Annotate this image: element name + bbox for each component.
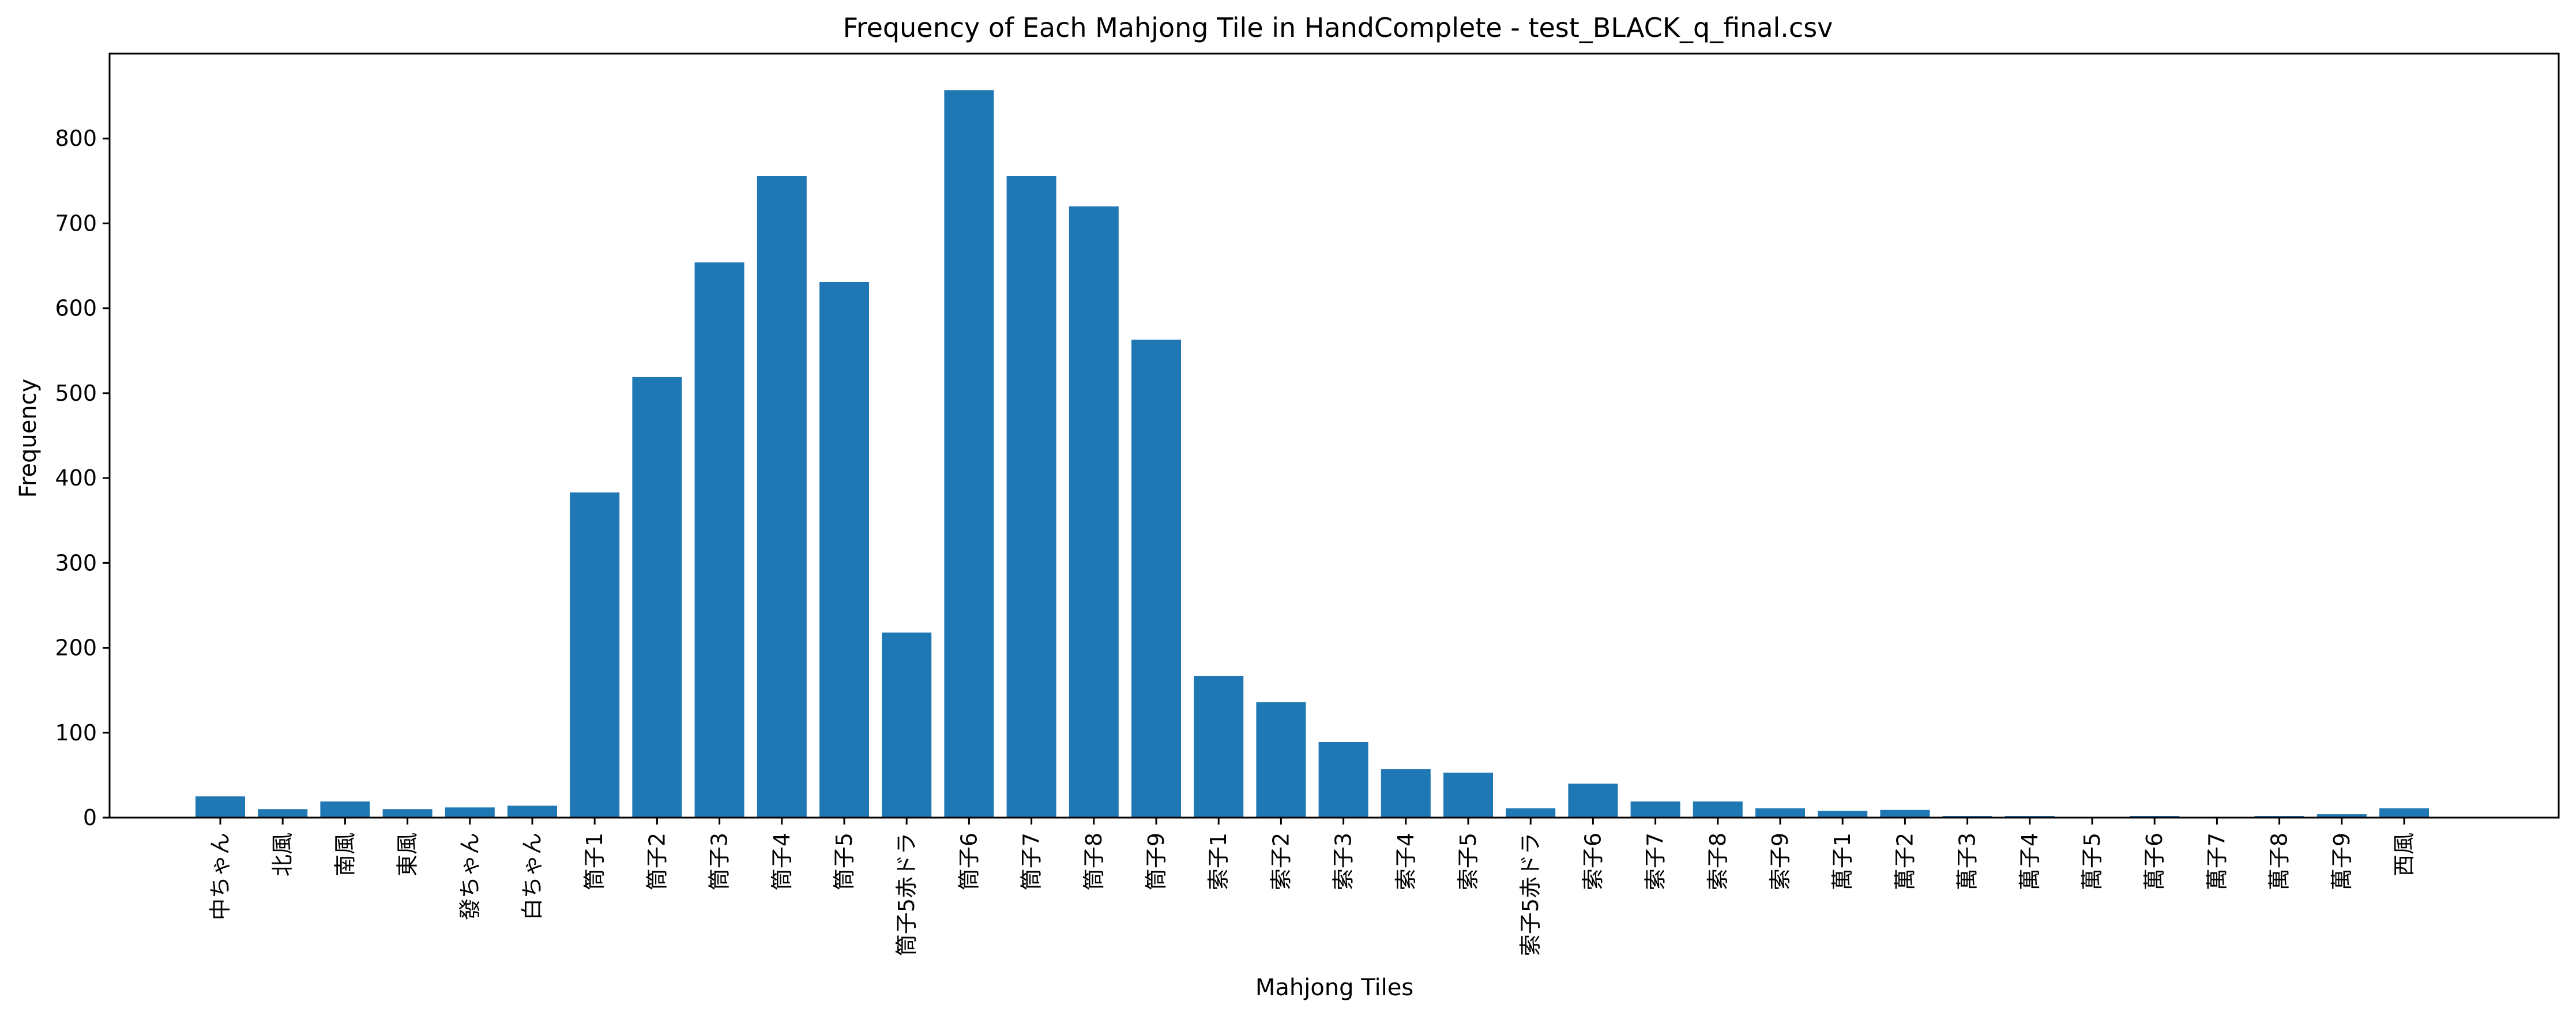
x-tick-label: 萬子3 — [1955, 833, 1980, 890]
x-tick-label: 筒子6 — [956, 833, 981, 890]
plot-frame — [108, 52, 2560, 819]
bars — [195, 90, 2429, 818]
x-tick-label: 索子7 — [1643, 833, 1668, 890]
bar — [570, 492, 620, 818]
x-tick-label: 東風 — [395, 833, 420, 876]
x-tick-label: 萬子8 — [2267, 833, 2292, 890]
bar — [757, 176, 807, 818]
x-tick-label: 萬子9 — [2329, 833, 2355, 890]
x-tick-label: 南風 — [332, 833, 358, 876]
x-tick-label: 筒子3 — [707, 833, 732, 890]
x-tick-label: 中ちゃん — [208, 833, 233, 920]
x-tick-label: 索子1 — [1206, 833, 1231, 890]
x-tick-label: 索子5赤ドラ — [1518, 833, 1543, 956]
bar — [1630, 801, 1680, 818]
bar — [1818, 811, 1868, 818]
x-tick-label: 索子6 — [1580, 833, 1605, 890]
y-tick-label: 500 — [55, 381, 97, 406]
bar — [445, 807, 495, 818]
y-tick-label: 700 — [55, 210, 97, 236]
y-axis-label: Frequency — [15, 379, 42, 498]
x-axis-label: Mahjong Tiles — [1255, 974, 1413, 1001]
bar — [944, 90, 994, 818]
bar — [1880, 810, 1930, 818]
y-tick-label: 400 — [55, 465, 97, 491]
bar — [1568, 784, 1618, 818]
x-tick-label: 萬子1 — [1830, 833, 1855, 890]
x-tick-label: 索子5 — [1456, 833, 1481, 890]
bar — [2379, 808, 2429, 818]
x-tick-label: 萬子4 — [2017, 833, 2043, 890]
x-tick-label: 索子8 — [1705, 833, 1731, 890]
bar — [1069, 206, 1119, 818]
bar — [320, 801, 370, 818]
bar — [1256, 702, 1306, 818]
x-tick-label: 發ちゃん — [457, 833, 483, 920]
x-tick-label: 萬子7 — [2204, 833, 2229, 890]
x-tick-label: 索子4 — [1393, 833, 1419, 890]
bar — [1006, 176, 1056, 818]
x-tick-label: 白ちゃん — [520, 833, 545, 920]
bar — [2316, 814, 2367, 818]
x-tick-label: 萬子6 — [2142, 833, 2167, 890]
x-tick-label: 筒子1 — [582, 833, 607, 890]
bar — [1506, 808, 1556, 818]
x-tick-label: 索子3 — [1331, 833, 1356, 890]
x-tick-label: 筒子5 — [832, 833, 857, 890]
x-tick-label: 筒子5赤ドラ — [894, 833, 919, 956]
bar — [632, 377, 682, 818]
x-tick-label: 西風 — [2391, 833, 2417, 876]
bar — [1194, 676, 1244, 818]
x-tick-label: 北風 — [270, 833, 295, 876]
bar — [1443, 772, 1493, 818]
x-tick-label: 萬子5 — [2079, 833, 2105, 890]
y-axis: 0 100 200 300 400 500 600 700 800 — [55, 126, 110, 830]
bar — [258, 809, 308, 818]
bar — [882, 633, 932, 818]
y-tick-label: 300 — [55, 550, 97, 575]
y-tick-label: 200 — [55, 635, 97, 661]
y-tick-label: 600 — [55, 296, 97, 321]
x-tick-label: 筒子7 — [1019, 833, 1044, 890]
x-tick-label: 索子2 — [1268, 833, 1293, 890]
x-tick-label: 筒子8 — [1081, 833, 1107, 890]
x-tick-label: 筒子2 — [644, 833, 670, 890]
y-tick-label: 100 — [55, 720, 97, 746]
bar — [1131, 340, 1181, 818]
x-tick-label: 筒子9 — [1144, 833, 1169, 890]
x-axis: 中ちゃん 北風 南風 東風 發ちゃん 白ちゃん 筒子1 筒子2 筒子3 筒子4 筒子5 筒子5赤ドラ 筒… — [208, 818, 2417, 956]
bar — [195, 796, 245, 818]
x-tick-label: 筒子4 — [769, 833, 795, 890]
bar — [819, 282, 869, 818]
bar — [1381, 769, 1431, 818]
y-tick-label: 800 — [55, 126, 97, 151]
bar — [1755, 808, 1805, 818]
x-tick-label: 索子9 — [1768, 833, 1793, 890]
y-tick-label: 0 — [83, 805, 97, 830]
x-tick-label: 萬子2 — [1892, 833, 1917, 890]
chart-title: Frequency of Each Mahjong Tile in HandCo… — [843, 12, 1833, 43]
bar — [1318, 742, 1368, 818]
bar — [382, 809, 433, 818]
bar — [1693, 801, 1743, 818]
bar — [694, 262, 744, 818]
bar — [507, 806, 557, 818]
